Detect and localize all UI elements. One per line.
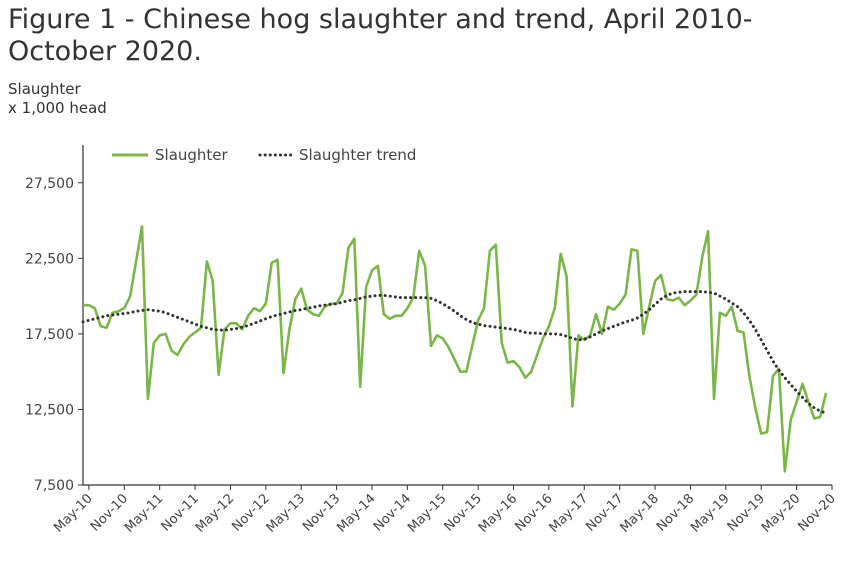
y-axis-label: Slaughter x 1,000 head xyxy=(8,80,107,118)
x-tick-label: May-20 xyxy=(759,491,803,535)
y-tick-label: 17,500 xyxy=(25,327,74,343)
x-tick-label: May-10 xyxy=(51,491,95,535)
series-line-trend xyxy=(81,290,828,415)
x-tick-label: May-16 xyxy=(476,491,520,535)
x-tick-label: May-18 xyxy=(617,491,661,535)
x-tick-label: May-13 xyxy=(264,491,308,535)
x-tick-label: May-17 xyxy=(547,491,591,535)
x-tick-label: May-15 xyxy=(405,491,449,535)
legend-label-slaughter: Slaughter xyxy=(155,146,229,164)
legend-label-trend: Slaughter trend xyxy=(299,146,416,164)
x-tick-label: May-11 xyxy=(122,491,166,535)
y-tick-label: 7,500 xyxy=(34,478,74,494)
y-tick-label: 27,500 xyxy=(25,176,74,192)
x-tick-label: May-19 xyxy=(688,491,732,535)
x-tick-label: May-12 xyxy=(193,491,237,535)
y-axis-label-line2: x 1,000 head xyxy=(8,99,107,117)
x-tick-label: May-14 xyxy=(334,491,378,535)
y-tick-label: 12,500 xyxy=(25,402,74,418)
series-line-slaughter xyxy=(83,225,828,473)
chart-title: Figure 1 - Chinese hog slaughter and tre… xyxy=(8,4,753,67)
y-tick-label: 22,500 xyxy=(25,251,74,267)
x-tick-label: Nov-20 xyxy=(796,491,839,534)
y-axis-label-line1: Slaughter xyxy=(8,80,81,98)
